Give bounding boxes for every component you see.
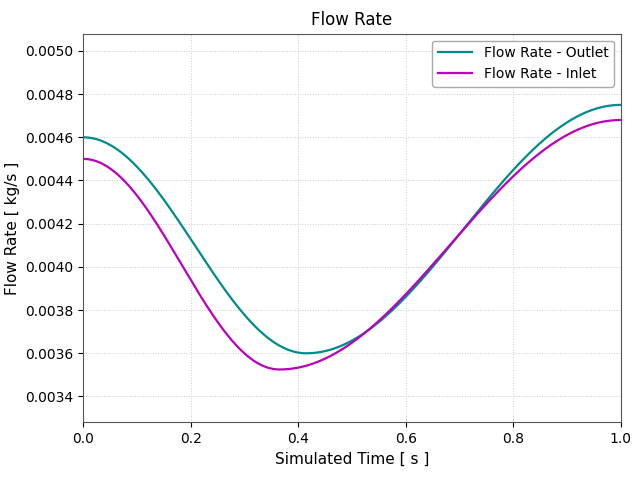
Flow Rate - Outlet — [503, 174, 511, 180]
Flow Rate - Inlet — [327, 353, 335, 359]
Flow Rate - Outlet — [602, 104, 609, 109]
Flow Rate - Inlet — [503, 180, 511, 185]
Line: Flow Rate - Outlet: Flow Rate - Outlet — [83, 105, 621, 353]
Title: Flow Rate: Flow Rate — [312, 11, 392, 29]
Flow Rate - Outlet — [341, 341, 349, 347]
Flow Rate - Inlet — [617, 117, 625, 123]
Flow Rate - Outlet — [327, 347, 335, 352]
Flow Rate - Outlet — [617, 102, 625, 108]
Flow Rate - Outlet — [602, 104, 609, 109]
Flow Rate - Outlet — [107, 143, 115, 148]
Flow Rate - Inlet — [276, 367, 284, 372]
Line: Flow Rate - Inlet: Flow Rate - Inlet — [83, 120, 621, 370]
Flow Rate - Outlet — [303, 350, 310, 356]
Flow Rate - Inlet — [107, 166, 115, 172]
Flow Rate - Inlet — [79, 156, 87, 162]
Legend: Flow Rate - Outlet, Flow Rate - Inlet: Flow Rate - Outlet, Flow Rate - Inlet — [432, 40, 614, 86]
Y-axis label: Flow Rate [ kg/s ]: Flow Rate [ kg/s ] — [4, 161, 20, 295]
Flow Rate - Inlet — [341, 345, 349, 350]
Flow Rate - Outlet — [79, 134, 87, 140]
X-axis label: Simulated Time [ s ]: Simulated Time [ s ] — [275, 452, 429, 467]
Flow Rate - Inlet — [602, 119, 609, 124]
Flow Rate - Inlet — [602, 119, 609, 124]
